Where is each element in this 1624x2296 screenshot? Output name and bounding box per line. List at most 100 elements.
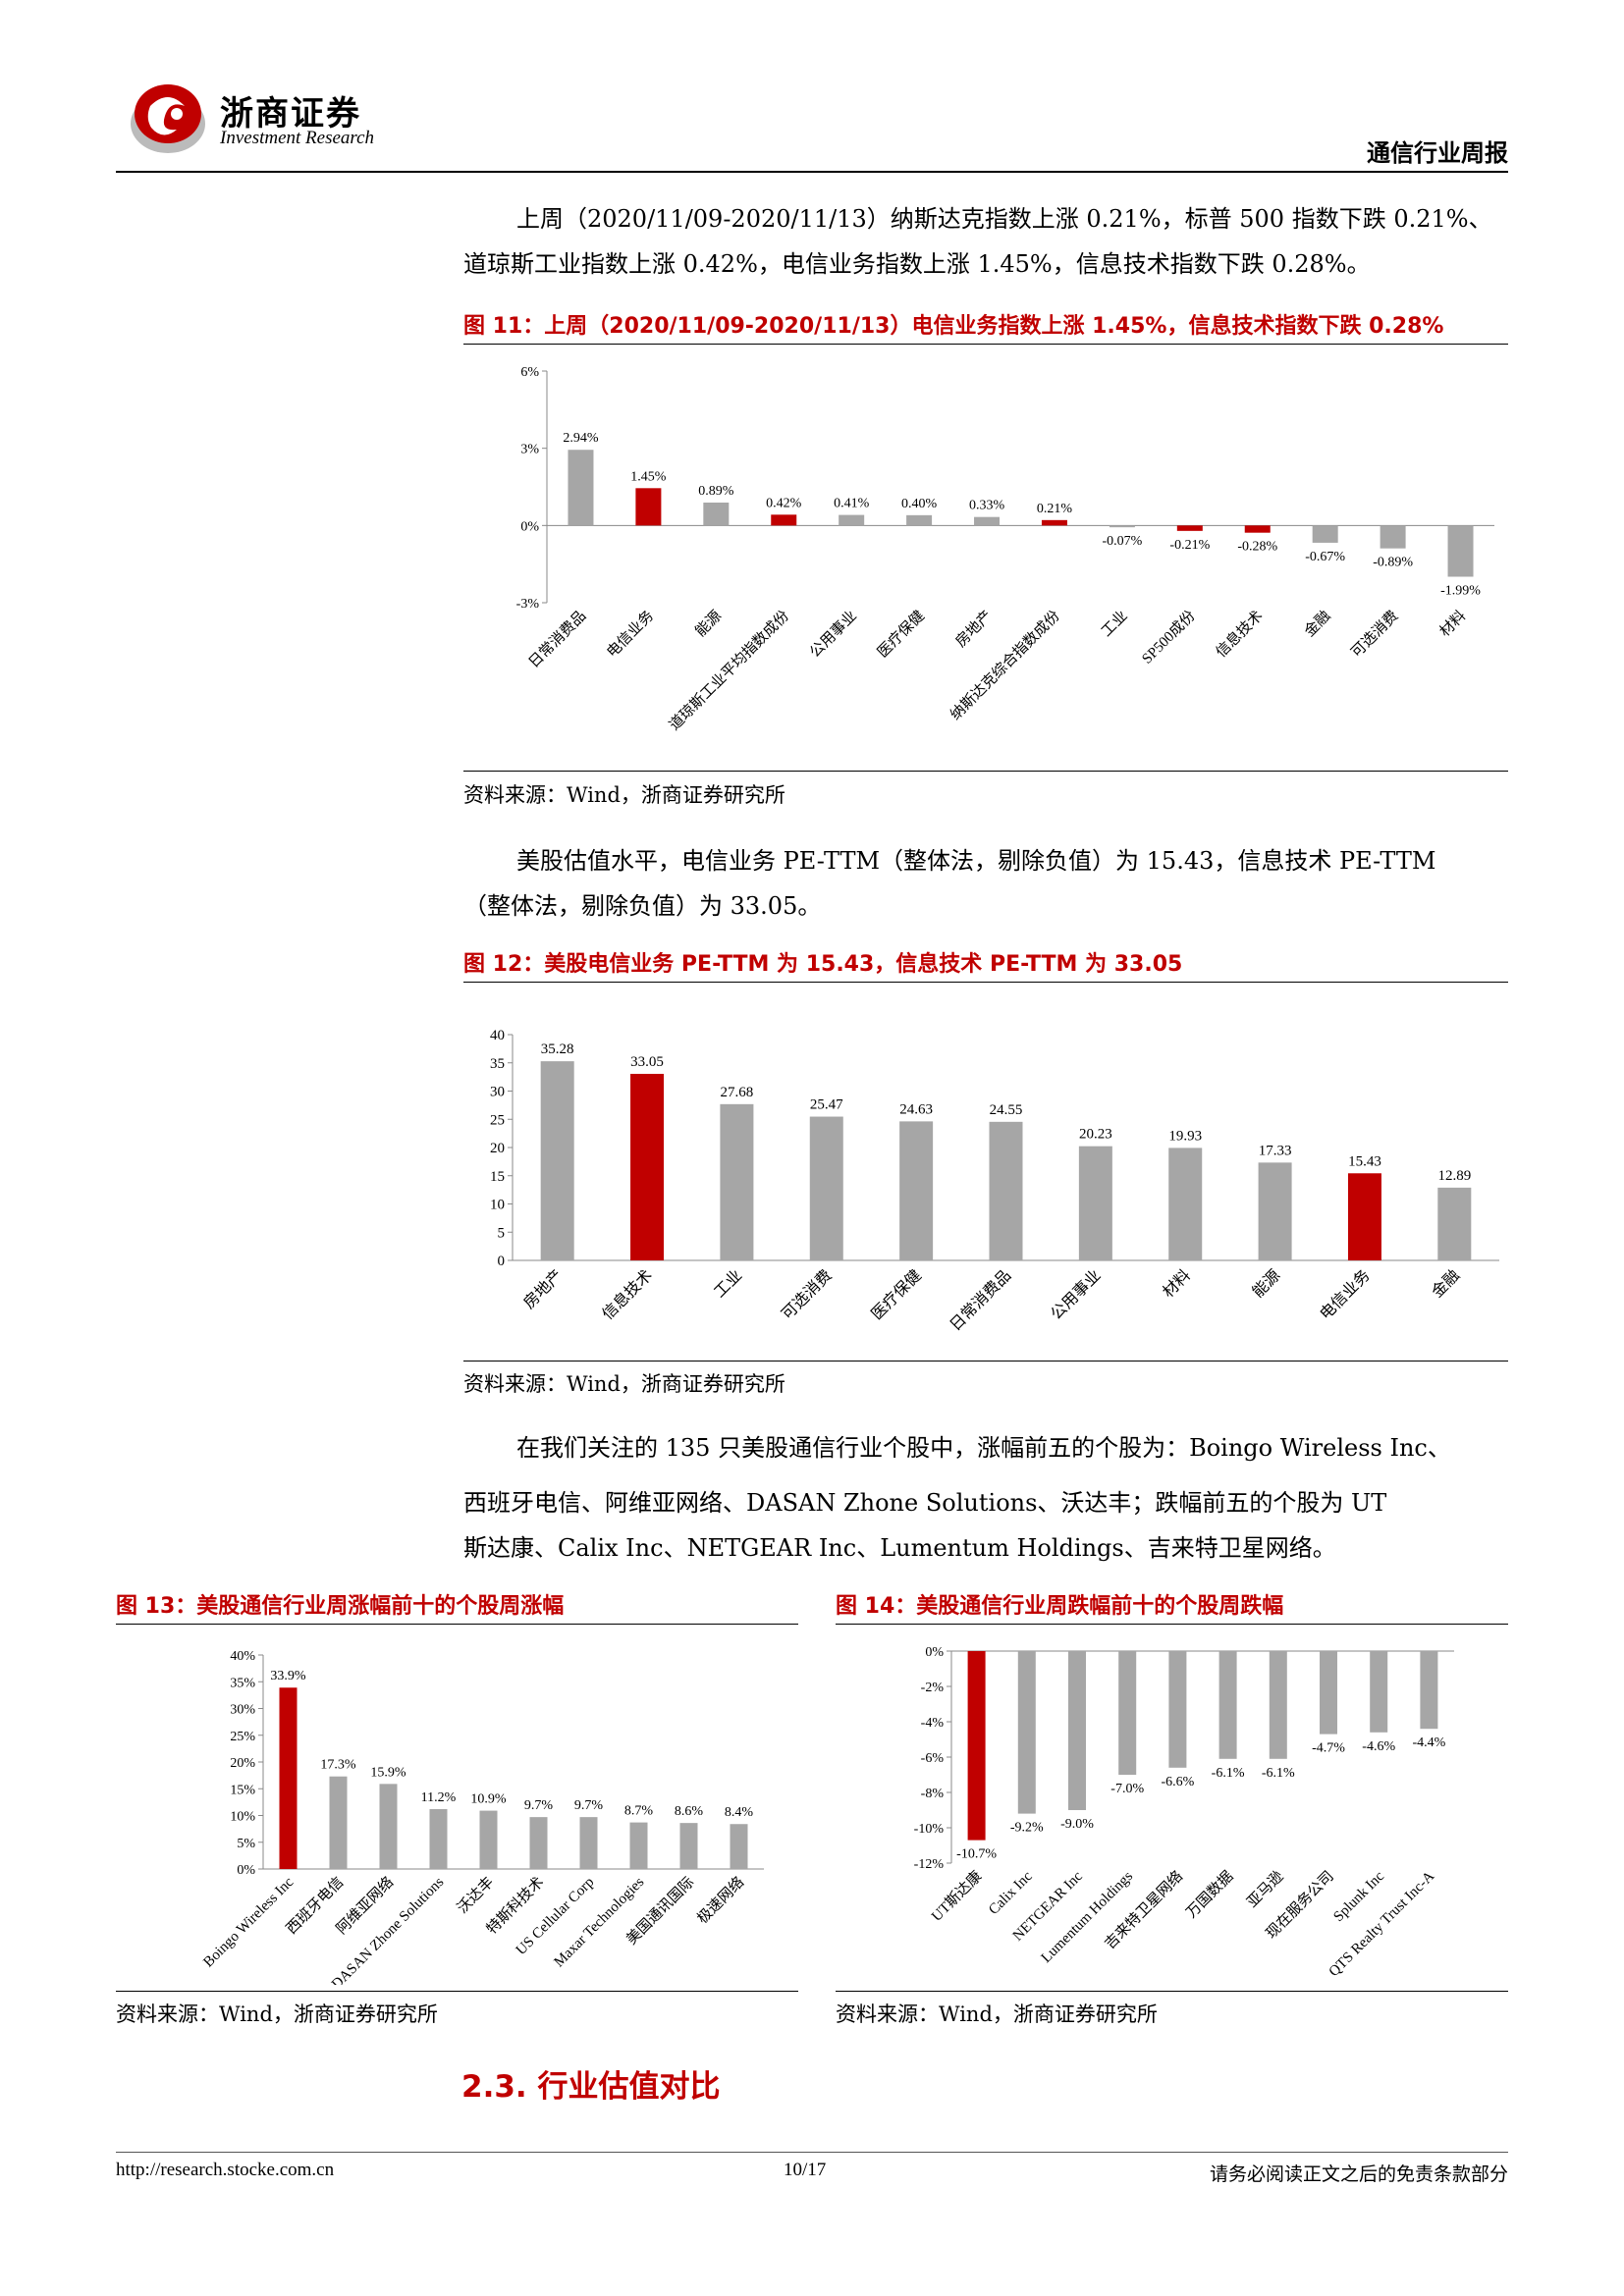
y-tick-label: -3% xyxy=(516,597,540,612)
category-label: 金融 xyxy=(1429,1266,1463,1301)
data-label: 8.4% xyxy=(725,1805,754,1820)
figure-13-top-rule xyxy=(116,1624,798,1625)
y-tick-label: 30% xyxy=(230,1703,255,1718)
category-label: 信息技术 xyxy=(1213,608,1266,661)
category-label: Maxar Technologies xyxy=(551,1874,647,1970)
paragraph-2-line-2: （整体法，剔除负值）为 33.05。 xyxy=(463,892,822,920)
category-label: 医疗保健 xyxy=(874,608,927,661)
y-tick-label: 20% xyxy=(230,1756,255,1771)
data-label: -6.6% xyxy=(1161,1775,1194,1789)
data-label: 0.42% xyxy=(766,496,802,510)
figure-12-chart: 40 35 30 25 20 15 10 5 0 35.28 房地产 33.05 信息技术 27.68 工业… xyxy=(490,1028,1499,1334)
category-label: 医疗保健 xyxy=(868,1266,925,1323)
bar xyxy=(1312,525,1338,543)
y-tick-label: 40% xyxy=(230,1649,255,1664)
bar xyxy=(540,1061,574,1260)
bar xyxy=(1258,1162,1292,1260)
category-label: 可选消费 xyxy=(1348,608,1401,661)
company-name-en: Investment Research xyxy=(220,128,375,148)
data-label: 0.40% xyxy=(901,497,938,511)
bar xyxy=(1041,519,1067,526)
bar xyxy=(703,502,730,526)
figure-12-bottom-rule xyxy=(463,1361,1508,1362)
bar xyxy=(1347,1173,1381,1260)
data-label: -6.1% xyxy=(1262,1766,1295,1781)
figure-12-title: 图 12：美股电信业务 PE-TTM 为 15.43，信息技术 PE-TTM 为… xyxy=(463,952,1183,977)
bar xyxy=(1420,1651,1438,1730)
paragraph-3-line-3: 斯达康、Calix Inc、NETGEAR Inc、Lumentum Holdi… xyxy=(463,1534,1336,1562)
y-tick-label: 10% xyxy=(230,1810,255,1825)
bar xyxy=(1017,1651,1036,1814)
y-tick-label: 5% xyxy=(237,1837,255,1851)
bar xyxy=(899,1121,934,1260)
category-label: 可选消费 xyxy=(779,1266,836,1323)
bar xyxy=(1370,1651,1388,1733)
figure-14-source: 资料来源：Wind，浙商证券研究所 xyxy=(836,2002,1158,2026)
data-label: 25.47 xyxy=(810,1097,843,1113)
data-label: 33.05 xyxy=(630,1054,664,1070)
data-label: 24.63 xyxy=(899,1101,933,1117)
y-tick-label: -12% xyxy=(914,1857,945,1872)
bar xyxy=(630,1073,665,1260)
data-label: 15.43 xyxy=(1348,1153,1381,1169)
data-label: 0.89% xyxy=(698,484,734,499)
data-label: 20.23 xyxy=(1079,1127,1112,1143)
category-label: 极速网络 xyxy=(694,1874,747,1927)
figure-14-title: 图 14：美股通信行业周跌幅前十的个股周跌幅 xyxy=(836,1594,1284,1619)
footer-page-number: 10/17 xyxy=(784,2160,827,2180)
bar xyxy=(635,488,662,526)
bar xyxy=(429,1808,448,1869)
data-label: -4.4% xyxy=(1412,1735,1445,1750)
data-label: 15.9% xyxy=(370,1765,406,1780)
y-tick-label: 3% xyxy=(520,443,539,457)
figure-11-top-rule xyxy=(463,344,1508,345)
bar xyxy=(1447,525,1474,577)
report-type: 通信行业周报 xyxy=(1367,139,1508,167)
y-tick-label: 25 xyxy=(490,1112,505,1128)
data-label: -4.7% xyxy=(1312,1741,1345,1756)
data-label: 0.33% xyxy=(969,499,1005,513)
footer-url[interactable]: http://research.stocke.com.cn xyxy=(116,2160,335,2180)
bar xyxy=(730,1824,748,1869)
category-label: 沃达丰 xyxy=(454,1874,497,1917)
category-label: 能源 xyxy=(692,608,725,640)
y-tick-label: -8% xyxy=(921,1787,945,1801)
bar xyxy=(1218,1651,1237,1759)
bar xyxy=(809,1116,843,1260)
bar xyxy=(1068,1651,1086,1810)
data-label: 9.7% xyxy=(574,1798,604,1813)
y-tick-label: 40 xyxy=(490,1028,505,1043)
data-label: -0.07% xyxy=(1102,534,1142,549)
bar xyxy=(329,1776,348,1869)
data-label: 8.7% xyxy=(624,1804,654,1819)
figure-11-bottom-rule xyxy=(463,771,1508,772)
bar xyxy=(1168,1148,1203,1260)
bar xyxy=(1380,525,1406,549)
category-label: SP500成份 xyxy=(1139,608,1199,667)
figure-11-source: 资料来源：Wind，浙商证券研究所 xyxy=(463,783,785,807)
footer-disclaimer: 请务必阅读正文之后的免责条款部分 xyxy=(1209,2163,1508,2185)
data-label: 11.2% xyxy=(421,1790,457,1805)
y-tick-label: 30 xyxy=(490,1085,505,1100)
category-label: 能源 xyxy=(1249,1266,1283,1301)
figure-12-source: 资料来源：Wind，浙商证券研究所 xyxy=(463,1372,785,1396)
category-label: 材料 xyxy=(1160,1266,1194,1301)
bar xyxy=(1168,1651,1187,1768)
category-label: 电信业务 xyxy=(1317,1266,1374,1323)
y-tick-label: 0% xyxy=(237,1863,255,1878)
category-label: 房地产 xyxy=(952,608,996,651)
bar xyxy=(989,1121,1023,1260)
data-label: 24.55 xyxy=(990,1102,1023,1118)
y-tick-label: 10 xyxy=(490,1198,505,1213)
category-label: QTS Realty Trust Inc-A xyxy=(1326,1868,1438,1980)
category-label: 金融 xyxy=(1301,608,1333,640)
y-tick-label: 0% xyxy=(925,1645,944,1660)
category-label: 亚马逊 xyxy=(1244,1868,1287,1911)
category-label: 道琼斯工业平均指数成份 xyxy=(666,608,792,734)
bar xyxy=(479,1810,498,1869)
y-tick-label: -10% xyxy=(914,1822,945,1837)
bar xyxy=(967,1651,986,1841)
data-label: -6.1% xyxy=(1212,1766,1245,1781)
data-label: 27.68 xyxy=(721,1085,754,1100)
bar xyxy=(1109,525,1135,528)
